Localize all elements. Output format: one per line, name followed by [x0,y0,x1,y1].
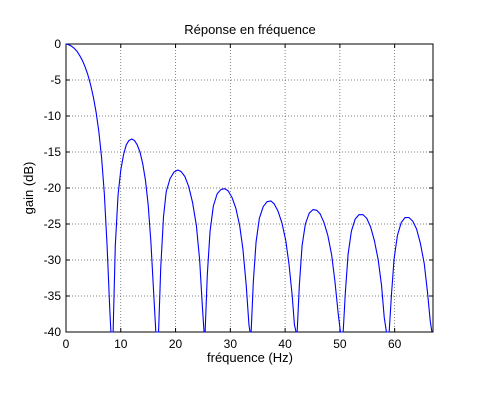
y-tick-label: 0 [54,37,61,51]
x-axis-title: fréquence (Hz) [207,350,293,365]
chart-title: Réponse en fréquence [184,22,316,37]
x-tick-label: 10 [114,337,128,351]
y-tick-label: -30 [44,253,62,267]
x-tick-label: 0 [63,337,70,351]
x-tick-label: 30 [224,337,238,351]
y-tick-label: -15 [44,145,62,159]
series-layer [65,43,433,333]
y-tick-label: -35 [44,289,62,303]
x-tick-label: 20 [169,337,183,351]
x-tick-label: 40 [278,337,292,351]
y-axis-title: gain (dB) [21,162,36,215]
y-tick-label: -25 [44,217,62,231]
x-tick-label: 60 [388,337,402,351]
y-tick-label: -20 [44,181,62,195]
grid [66,44,433,332]
gain-curve [65,43,433,333]
y-tick-label: -40 [44,325,62,339]
y-tick-label: -10 [44,109,62,123]
y-tick-label: -5 [50,73,61,87]
x-tick-label: 50 [333,337,347,351]
axis-ticks: 0 10 20 30 40 50 60 0 -5 -10 -15 -20 -25 -30 -35 -40 [44,37,433,351]
